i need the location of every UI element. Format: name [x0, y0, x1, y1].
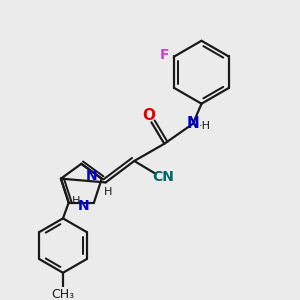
Text: H: H: [72, 196, 80, 206]
Text: O: O: [142, 108, 155, 123]
Text: N: N: [78, 199, 90, 212]
Text: N: N: [187, 116, 199, 131]
Text: CN: CN: [152, 170, 174, 184]
Text: F: F: [160, 48, 169, 62]
Text: ·H: ·H: [199, 121, 211, 131]
Text: H: H: [104, 188, 113, 197]
Text: N: N: [86, 169, 98, 183]
Text: CH₃: CH₃: [51, 288, 74, 300]
